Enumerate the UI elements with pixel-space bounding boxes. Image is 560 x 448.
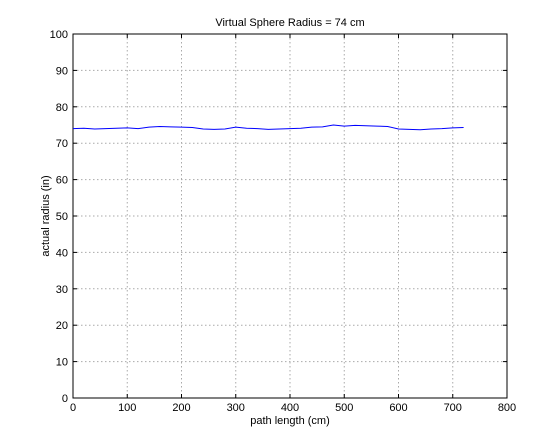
y-tick-label: 20 xyxy=(56,320,68,332)
x-tick-label: 200 xyxy=(172,402,190,414)
y-tick-label: 10 xyxy=(56,357,68,369)
y-tick-label: 30 xyxy=(56,284,68,296)
grid xyxy=(73,34,507,398)
x-tick-label: 0 xyxy=(70,402,76,414)
x-axis-label: path length (cm) xyxy=(250,415,329,427)
x-tick-label: 100 xyxy=(118,402,136,414)
y-tick-label: 40 xyxy=(56,247,68,259)
x-tick-label: 500 xyxy=(335,402,353,414)
y-axis-label: actual radius (in) xyxy=(40,175,52,256)
y-tick-label: 100 xyxy=(50,29,68,41)
x-tick-label: 300 xyxy=(227,402,245,414)
y-tick-label: 60 xyxy=(56,175,68,187)
y-tick-label: 50 xyxy=(56,211,68,223)
x-tick-label: 800 xyxy=(498,402,516,414)
x-tick-label: 400 xyxy=(281,402,299,414)
x-tick-label: 600 xyxy=(389,402,407,414)
series-line xyxy=(72,124,464,131)
y-tick-label: 80 xyxy=(56,102,68,114)
x-tick-label: 700 xyxy=(444,402,462,414)
y-tick-label: 70 xyxy=(56,138,68,150)
axis-ticks: 0 100 200 300 400 500 600 700 800 0 10 20 30 40 50 60 70… xyxy=(50,29,517,414)
y-tick-label: 90 xyxy=(56,65,68,77)
series-layer xyxy=(72,124,464,131)
chart-title: Virtual Sphere Radius = 74 cm xyxy=(215,17,364,29)
y-tick-label: 0 xyxy=(62,393,68,405)
